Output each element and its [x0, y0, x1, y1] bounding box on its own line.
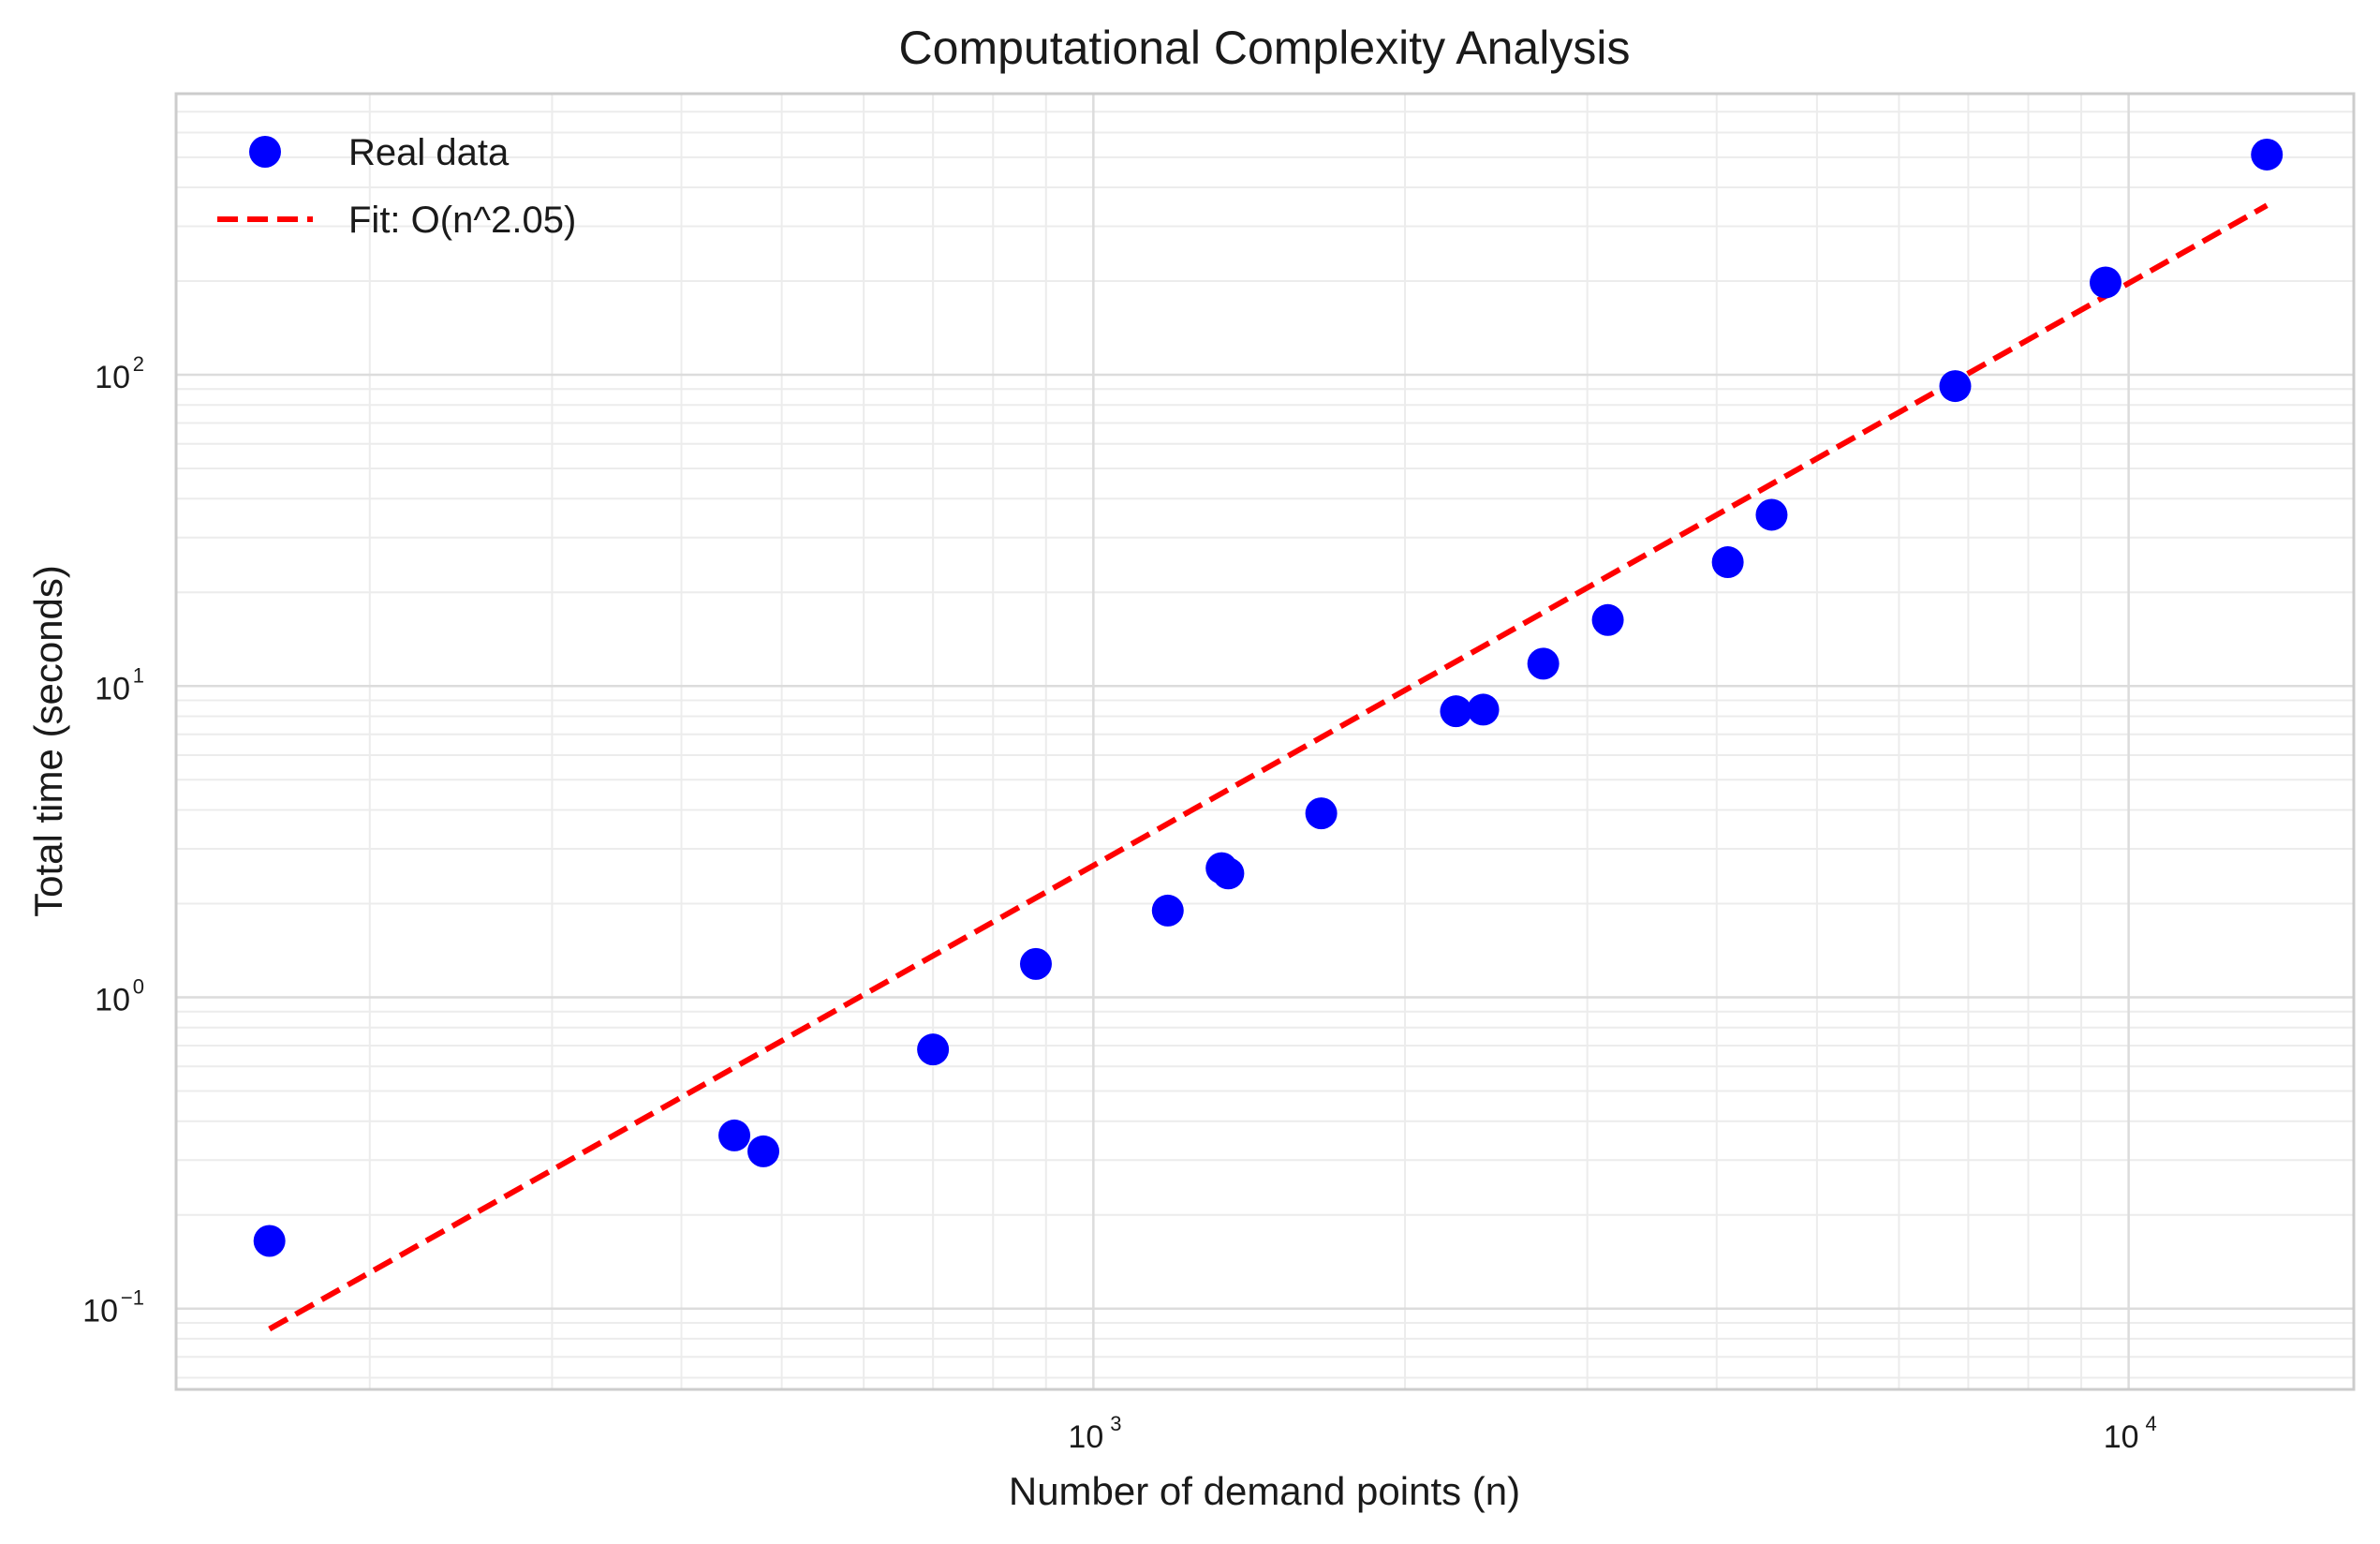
- y-tick-base: 10: [82, 1294, 118, 1329]
- x-tick-exponent: 3: [1110, 1412, 1121, 1435]
- data-point-15: [1939, 370, 1972, 403]
- data-point-7: [1212, 857, 1245, 890]
- y-tick-base: 10: [95, 671, 130, 706]
- y-tick-base: 10: [95, 360, 130, 395]
- plot-frame: [174, 92, 2356, 1391]
- data-point-8: [1305, 797, 1338, 830]
- x-tick-label-1: 10 4: [2104, 1412, 2157, 1455]
- x-tick-base: 10: [1068, 1419, 1103, 1455]
- data-point-5: [1151, 894, 1184, 927]
- data-point-10: [1467, 693, 1500, 726]
- data-point-13: [1711, 546, 1744, 579]
- x-tick-label-0: 10 3: [1068, 1412, 1121, 1455]
- y-tick-exponent: −1: [121, 1286, 144, 1310]
- x-axis-ticks: 10 3 10 4: [1068, 1412, 2156, 1455]
- y-axis-label: Total time (seconds): [26, 565, 70, 917]
- y-tick-exponent: 0: [133, 975, 144, 999]
- grid-major: [176, 94, 2354, 1389]
- legend-marker-real-data: [249, 136, 281, 168]
- data-point-9: [1440, 695, 1472, 728]
- y-tick-label-1: 010: [95, 975, 144, 1018]
- fit-line-layer: [268, 202, 2269, 1332]
- fit-line: [268, 202, 2269, 1332]
- y-tick-exponent: 2: [133, 352, 144, 376]
- legend: Real data Fit: O(n^2.05): [217, 132, 576, 241]
- y-tick-exponent: 1: [133, 663, 144, 687]
- y-tick-label-2: 110: [95, 663, 144, 706]
- data-point-0: [253, 1225, 286, 1257]
- data-point-4: [1019, 947, 1052, 980]
- data-point-12: [1591, 603, 1624, 636]
- data-point-17: [2251, 138, 2284, 171]
- x-tick-base: 10: [2104, 1419, 2139, 1455]
- data-point-16: [2089, 266, 2121, 299]
- plot-background: [176, 94, 2354, 1389]
- y-tick-base: 10: [95, 983, 130, 1018]
- data-point-11: [1527, 647, 1560, 680]
- chart-title: Computational Complexity Analysis: [899, 22, 1631, 74]
- data-point-3: [917, 1033, 950, 1066]
- legend-label-real-data: Real data: [348, 132, 510, 173]
- y-tick-label-3: 210: [95, 352, 144, 395]
- data-point-1: [718, 1119, 751, 1151]
- x-axis-label: Number of demand points (n): [1009, 1469, 1520, 1513]
- y-tick-label-0: −110: [82, 1286, 144, 1329]
- data-points-layer: [253, 138, 2284, 1257]
- x-tick-exponent: 4: [2145, 1412, 2156, 1435]
- data-point-2: [747, 1135, 780, 1167]
- legend-label-fit: Fit: O(n^2.05): [348, 200, 576, 241]
- data-point-14: [1755, 498, 1788, 531]
